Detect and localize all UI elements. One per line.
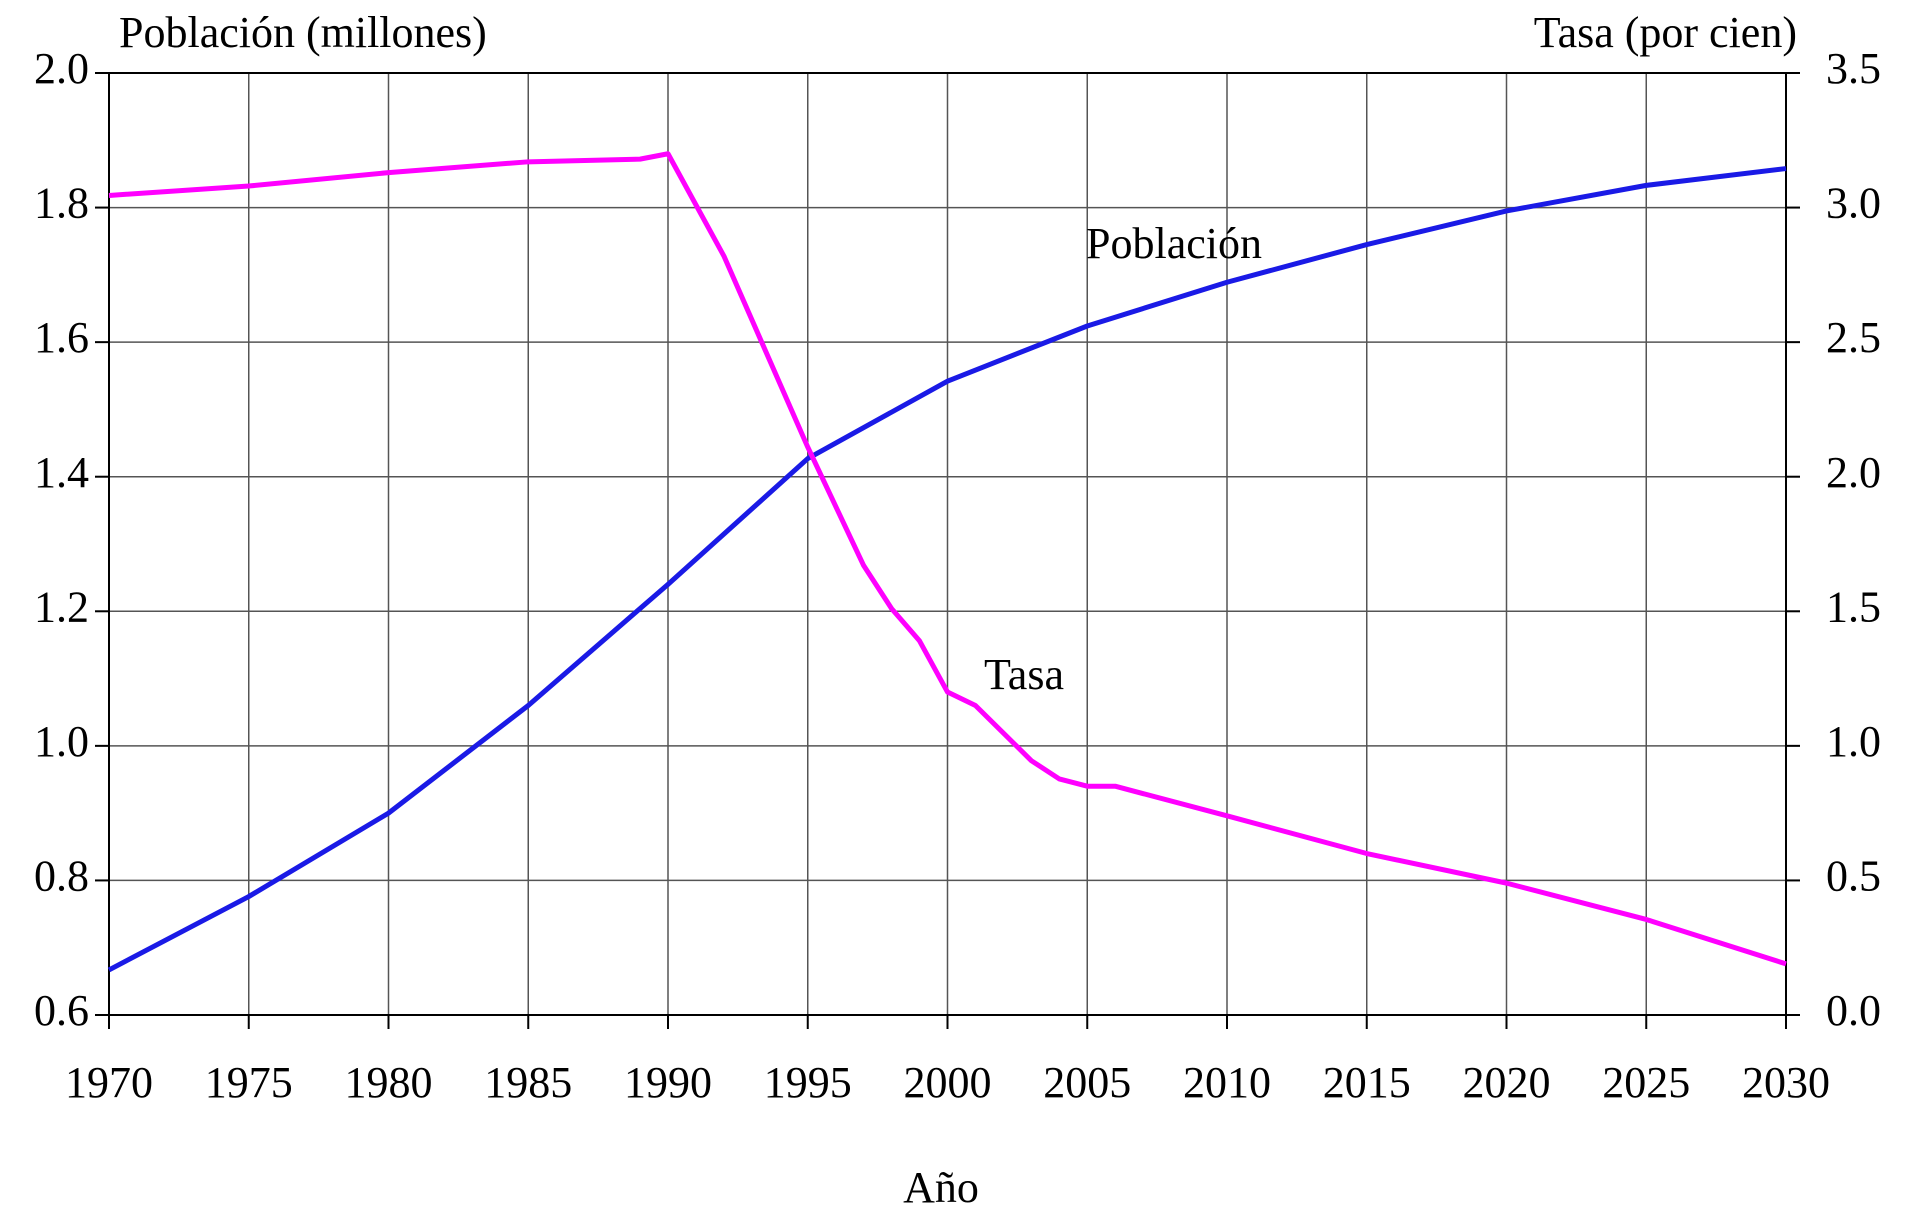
y-tick-label: 1.4 [34,448,89,497]
x-tick-label: 1975 [205,1058,293,1107]
series-label: Tasa [984,650,1064,699]
y2-tick-label: 1.0 [1826,717,1881,766]
series-line [108,151,1787,967]
x-tick-label: 1990 [624,1058,712,1107]
y-tick-label: 1.6 [34,313,89,362]
x-tick-label: 1970 [65,1058,153,1107]
plot-frame [108,72,1787,1016]
x-axis-label: Año [903,1163,979,1212]
x-tick-label: 1980 [345,1058,433,1107]
y2-tick-label: 2.0 [1826,448,1881,497]
x-tick-label: 2005 [1043,1058,1131,1107]
y-tick-label: 0.8 [34,852,89,901]
y-tick-label: 0.6 [34,986,89,1035]
y-axis-label: Población (millones) [119,8,487,57]
y2-tick-label: 3.0 [1826,179,1881,228]
x-tick-label: 2030 [1742,1058,1830,1107]
x-tick-label: 2015 [1323,1058,1411,1107]
x-tick-label: 1985 [484,1058,572,1107]
y2-tick-label: 0.0 [1826,986,1881,1035]
y-tick-label: 1.2 [34,582,89,631]
x-tick-label: 2000 [904,1058,992,1107]
y-tick-label: 1.0 [34,717,89,766]
y2-tick-label: 3.5 [1826,44,1881,93]
y-tick-label: 2.0 [34,44,89,93]
y2-tick-label: 1.5 [1826,582,1881,631]
x-tick-label: 2025 [1602,1058,1690,1107]
x-tick-label: 2020 [1463,1058,1551,1107]
y2-tick-label: 2.5 [1826,313,1881,362]
series-label: Población [1086,219,1262,268]
x-tick-label: 2010 [1183,1058,1271,1107]
y-tick-label: 1.8 [34,179,89,228]
series-line [107,166,1787,973]
y2-axis-label: Tasa (por cien) [1534,8,1797,57]
x-tick-label: 1995 [764,1058,852,1107]
y2-tick-label: 0.5 [1826,852,1881,901]
